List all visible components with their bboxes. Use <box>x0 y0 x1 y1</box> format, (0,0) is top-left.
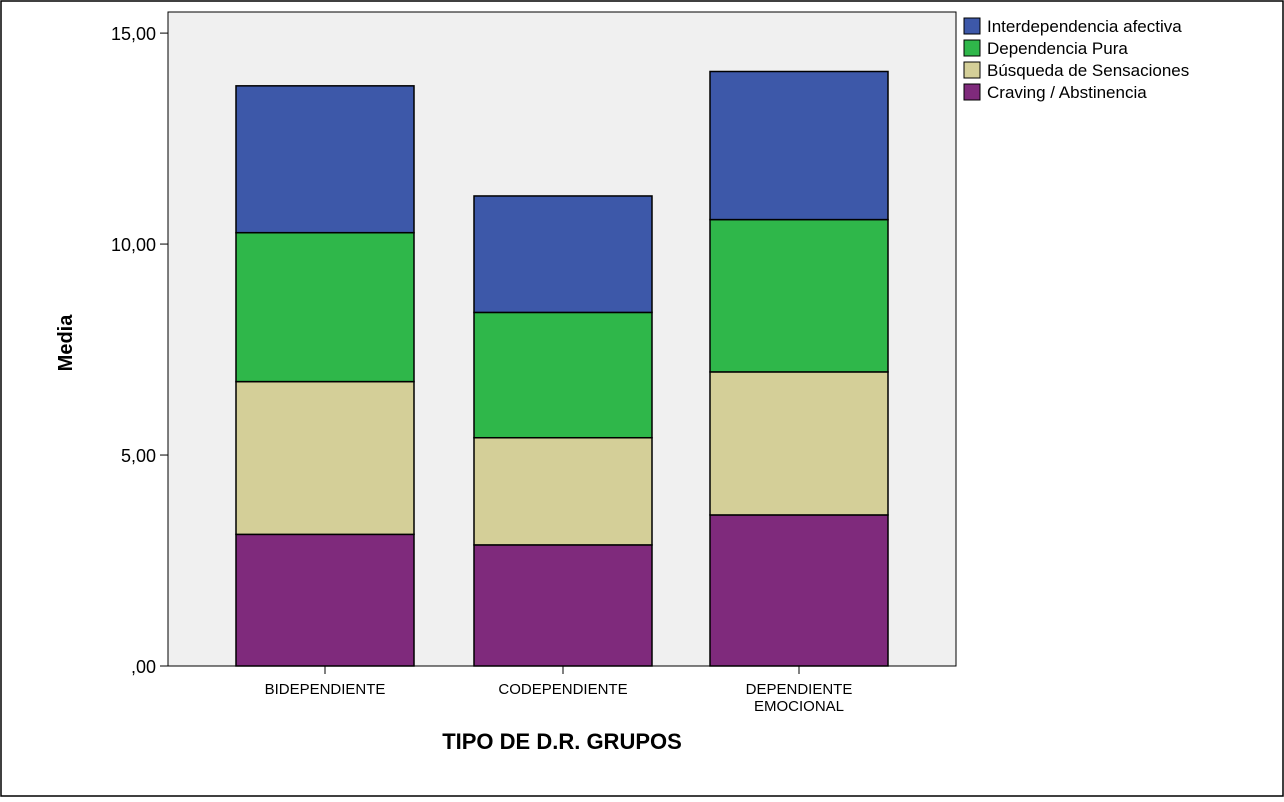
bar-segment <box>709 371 889 516</box>
legend: Interdependencia afectiva Dependencia Pur… <box>963 17 1189 102</box>
y-tick-label: ,00 <box>131 657 156 677</box>
legend-label: Craving / Abstinencia <box>987 83 1147 102</box>
x-tick-label: CODEPENDIENTE <box>498 681 627 698</box>
legend-label: Dependencia Pura <box>987 39 1128 58</box>
bar-segment <box>709 514 889 667</box>
bar-segment <box>235 231 415 383</box>
y-tick-label: 15,00 <box>111 24 156 44</box>
legend-swatch <box>963 61 981 79</box>
bar-segment <box>473 436 653 546</box>
y-axis-label: Media <box>55 314 77 372</box>
legend-swatch <box>963 83 981 101</box>
x-tick-label: BIDEPENDIENTE <box>265 681 386 698</box>
bar-segment <box>235 85 415 234</box>
y-tick-label: 5,00 <box>121 446 156 466</box>
legend-label: Búsqueda de Sensaciones <box>987 61 1189 80</box>
x-tick-label: DEPENDIENTE <box>746 681 853 698</box>
y-axis: ,00 5,00 10,00 15,00 <box>111 12 169 677</box>
bar-segment <box>235 380 415 536</box>
bar-segment <box>235 533 415 667</box>
bar-segment <box>473 311 653 439</box>
bar-segment <box>709 70 889 221</box>
legend-swatch <box>963 17 981 35</box>
x-axis-label: TIPO DE D.R. GRUPOS <box>442 729 682 754</box>
bar-segment <box>473 544 653 667</box>
y-tick-label: 10,00 <box>111 235 156 255</box>
bar-segment <box>709 218 889 373</box>
legend-label: Interdependencia afectiva <box>987 17 1182 36</box>
bars-layer <box>235 70 889 667</box>
x-axis: BIDEPENDIENTE CODEPENDIENTE DEPENDIENTEEMO… <box>265 666 853 715</box>
x-tick-label: EMOCIONAL <box>754 698 844 715</box>
bar-segment <box>473 195 653 314</box>
legend-swatch <box>963 39 981 57</box>
